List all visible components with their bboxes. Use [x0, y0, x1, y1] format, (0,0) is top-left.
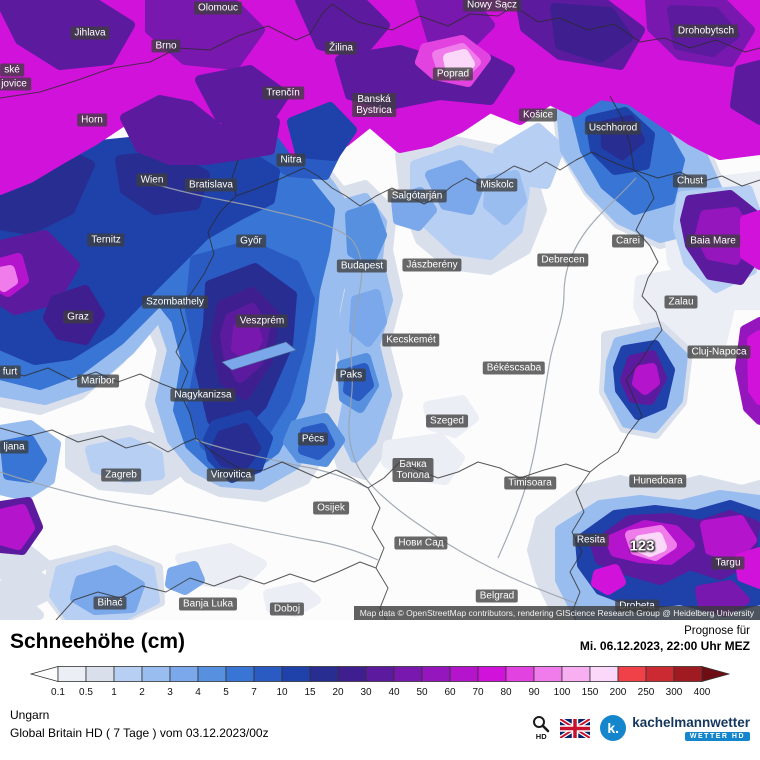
kachelmann-k-icon: k. [600, 715, 627, 741]
svg-text:4: 4 [195, 687, 201, 698]
svg-text:2: 2 [139, 687, 145, 698]
svg-text:10: 10 [276, 687, 288, 698]
svg-text:0.5: 0.5 [79, 687, 93, 698]
brand-badge: WETTER HD [684, 731, 750, 741]
svg-text:15: 15 [304, 687, 316, 698]
svg-text:1: 1 [111, 687, 117, 698]
svg-text:400: 400 [694, 687, 711, 698]
page-title: Schneehöhe (cm) [10, 630, 186, 653]
svg-text:40: 40 [388, 687, 400, 698]
svg-text:7: 7 [251, 687, 257, 698]
brand-name: kachelmannwetter [632, 714, 750, 730]
svg-text:80: 80 [500, 687, 512, 698]
svg-text:250: 250 [638, 687, 655, 698]
region-label: Ungarn [10, 708, 50, 722]
lake-balaton [221, 341, 297, 371]
rivers [0, 177, 637, 605]
svg-text:200: 200 [610, 687, 627, 698]
map-area[interactable]: Olomouc Jihlava Brno Nowy Sącz Drohobytsch Ži… [0, 0, 760, 620]
max-value-annotation: 123 [629, 537, 655, 555]
hd-label: HD [535, 732, 547, 741]
svg-text:3: 3 [167, 687, 173, 698]
svg-text:60: 60 [444, 687, 456, 698]
brand-logo[interactable]: k. kachelmannwetter WETTER HD [600, 715, 750, 741]
model-info: Ungarn Global Britain HD ( 7 Tage ) vom … [10, 708, 269, 741]
svg-text:50: 50 [416, 687, 428, 698]
color-scale: 0.1 0.5 1 2 3 4 5 7 10 15 20 30 40 50 60 70 80 90 100 150 20… [29, 665, 731, 698]
svg-text:150: 150 [582, 687, 599, 698]
zoom-hd-control[interactable]: HD [532, 715, 550, 741]
forecast-label: Prognose für [684, 625, 750, 637]
model-run-label: Global Britain HD ( 7 Tage ) vom 03.12.2… [10, 726, 269, 740]
forecast-time: Mi. 06.12.2023, 22:00 Uhr MEZ [579, 639, 750, 653]
svg-text:70: 70 [472, 687, 484, 698]
snow-depth-map [0, 0, 760, 620]
magnifier-icon [533, 716, 550, 733]
uk-flag-icon[interactable] [560, 718, 591, 738]
forecast-info: Prognose für Mi. 06.12.2023, 22:00 Uhr M… [580, 624, 750, 654]
svg-text:100: 100 [554, 687, 571, 698]
svg-text:0.1: 0.1 [51, 687, 65, 698]
svg-text:20: 20 [332, 687, 344, 698]
svg-text:90: 90 [528, 687, 540, 698]
svg-text:300: 300 [666, 687, 683, 698]
svg-text:30: 30 [360, 687, 372, 698]
map-attribution: Map data © OpenStreetMap contributors, r… [353, 606, 760, 620]
svg-text:5: 5 [223, 687, 229, 698]
legend-panel: Schneehöhe (cm) Prognose für Mi. 06.12.2… [0, 620, 760, 760]
